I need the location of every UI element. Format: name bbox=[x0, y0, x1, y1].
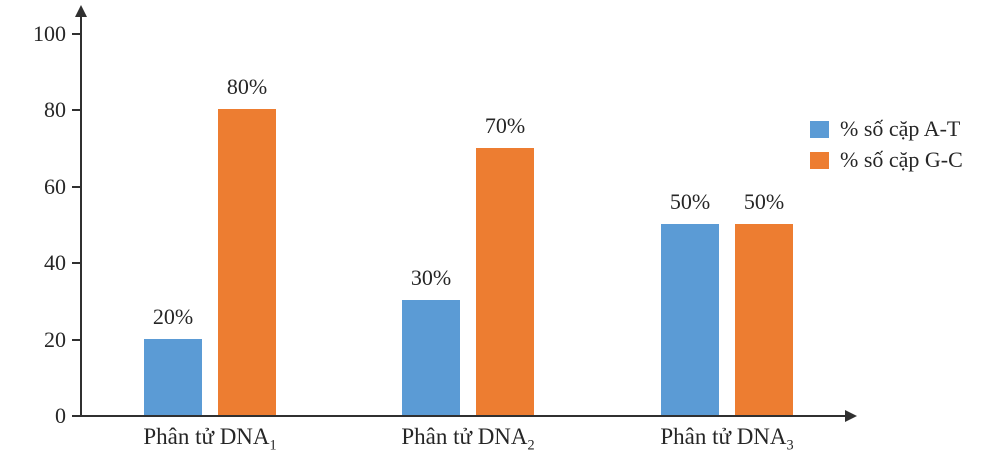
legend: % số cặp A-T % số cặp G-C bbox=[810, 117, 963, 172]
y-tick-label: 60 bbox=[44, 173, 66, 199]
legend-item-gc: % số cặp G-C bbox=[810, 148, 963, 172]
category-label-dna2: Phân tử DNA2 bbox=[401, 424, 535, 454]
bar-at-dna3 bbox=[661, 224, 719, 415]
legend-swatch-at bbox=[810, 120, 829, 138]
y-tick-mark bbox=[72, 338, 80, 341]
legend-label-at: % số cặp A-T bbox=[840, 116, 961, 141]
category-label-dna3: Phân tử DNA3 bbox=[660, 424, 794, 454]
y-tick-mark bbox=[72, 185, 80, 188]
x-axis-line bbox=[80, 415, 846, 417]
bar-gc-dna1 bbox=[218, 109, 276, 415]
value-label: 80% bbox=[226, 74, 268, 100]
y-tick-mark bbox=[72, 415, 80, 417]
y-tick-label: 80 bbox=[44, 97, 66, 123]
value-label: 30% bbox=[410, 265, 452, 291]
value-label: 50% bbox=[743, 189, 785, 214]
legend-swatch-gc bbox=[810, 151, 829, 169]
y-axis-line bbox=[80, 14, 82, 416]
y-tick-label: 40 bbox=[44, 250, 66, 276]
y-tick-mark bbox=[72, 109, 80, 112]
bar-gc-dna3 bbox=[735, 224, 793, 415]
bar-gc-dna2 bbox=[476, 147, 534, 415]
bar-at-dna1 bbox=[144, 338, 202, 415]
bar-at-dna2 bbox=[402, 300, 460, 415]
value-label: 70% bbox=[484, 112, 526, 138]
y-tick-label: 20 bbox=[44, 326, 66, 352]
legend-item-at: % số cặp A-T bbox=[810, 117, 963, 141]
y-tick-mark bbox=[72, 33, 80, 35]
x-axis-arrow-icon bbox=[845, 410, 857, 422]
legend-label-gc: % số cặp G-C bbox=[840, 147, 963, 172]
y-tick-mark bbox=[72, 262, 80, 265]
value-label: 20% bbox=[152, 303, 194, 329]
y-tick-label: 100 bbox=[33, 21, 66, 46]
category-label-dna1: Phân tử DNA1 bbox=[143, 424, 277, 454]
value-label: 50% bbox=[669, 189, 711, 214]
y-axis-arrow-icon bbox=[75, 5, 87, 17]
y-tick-label: 0 bbox=[55, 403, 66, 428]
